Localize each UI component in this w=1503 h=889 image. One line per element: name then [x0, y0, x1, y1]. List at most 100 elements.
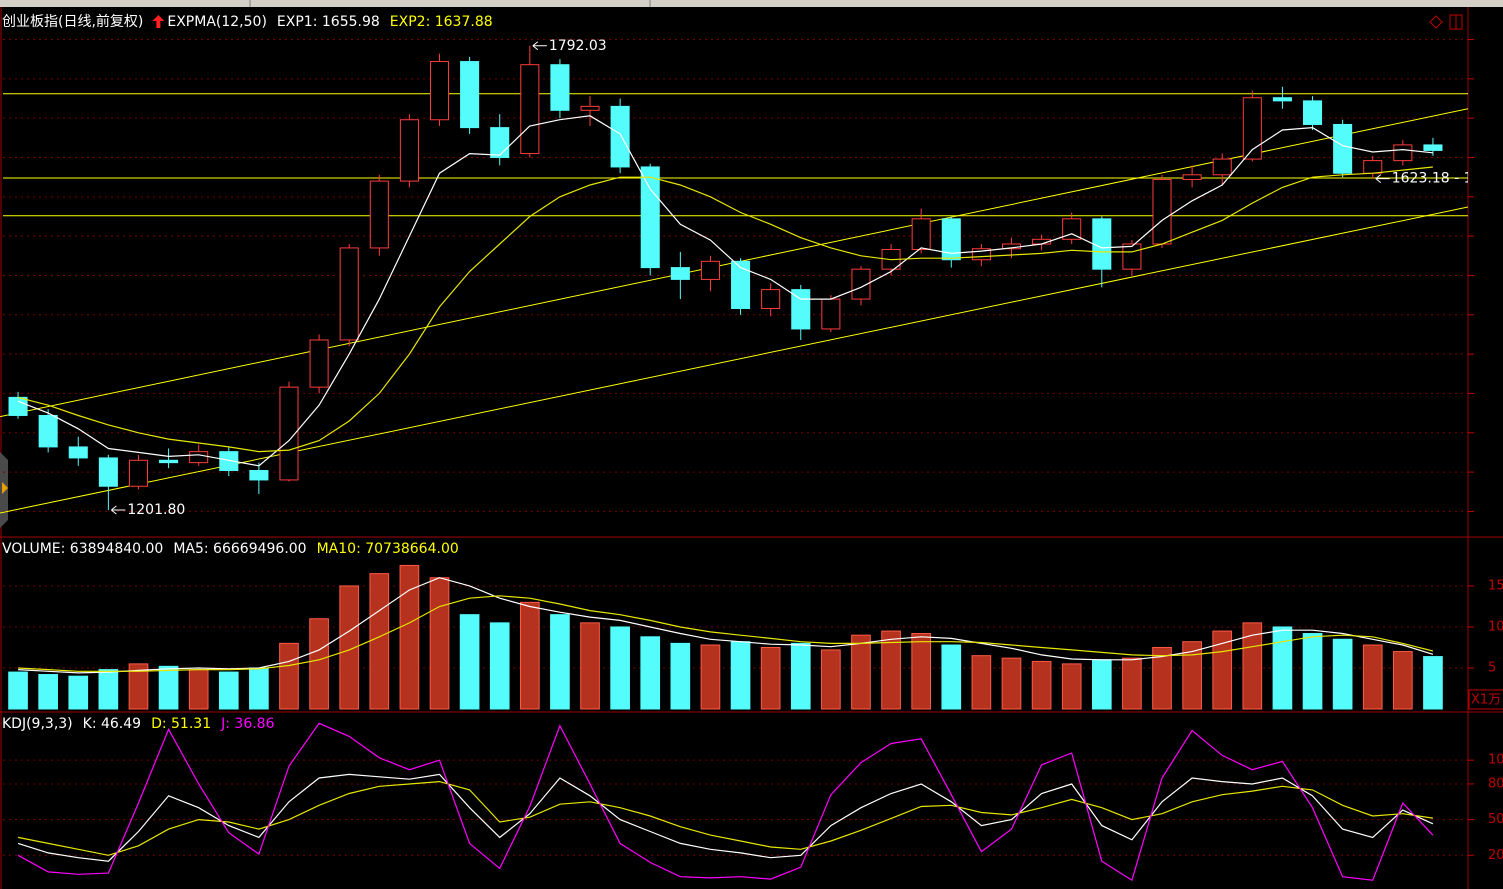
candle-body [490, 127, 510, 158]
annotation-arrow [532, 41, 547, 51]
panel-title: 创业板指(日线,前复权) [2, 13, 143, 30]
panel-title: KDJ(9,3,3) [2, 716, 73, 732]
readout: MA10: 70738664.00 [317, 541, 459, 557]
candle-body [189, 451, 209, 464]
candle-body [339, 247, 359, 341]
volume-bar [399, 564, 420, 710]
volume-bar [489, 622, 510, 710]
volume-bar [1332, 638, 1353, 710]
y-tick-label: 100 [1488, 753, 1503, 768]
candle-body [911, 218, 931, 251]
candle-body [1152, 179, 1172, 245]
annotation-label: 1623.18 - 1 [1392, 171, 1473, 187]
unit-box [1468, 689, 1503, 710]
indicator-name: EXPMA(12,50) [167, 14, 267, 30]
volume-bar [941, 644, 962, 710]
volume-bar [1212, 630, 1233, 710]
volume-bar [881, 630, 901, 710]
candle-body [851, 268, 871, 300]
candle-body [1423, 144, 1443, 151]
unit-label: X1万 [1471, 693, 1501, 708]
candle-body [309, 339, 329, 388]
volume-bar [790, 642, 811, 710]
readout: D: 51.31 [151, 716, 211, 732]
volume-bar [1272, 626, 1293, 710]
candle-body [580, 105, 600, 111]
volume-bar [911, 633, 932, 710]
candle-body [731, 260, 751, 309]
candle-body [520, 64, 540, 155]
series-line [17, 780, 1433, 856]
candle-body [1272, 97, 1292, 102]
candle-body [761, 289, 781, 309]
candle-body [68, 446, 88, 459]
text-layer: 5 10 15 20 50 80 100 创业板指(日线,前复权) EXPMA(12,50) EX… [2, 13, 1503, 863]
volume-bar [1091, 659, 1112, 710]
series-line [18, 595, 1434, 672]
candle-body [8, 396, 28, 416]
y-tick-label: 5 [1488, 660, 1496, 675]
volume-bar [1393, 651, 1413, 710]
volume-bar [851, 634, 871, 710]
candle-body [1333, 123, 1353, 174]
candle-body [429, 61, 450, 121]
candle-body [249, 470, 269, 481]
candle-body [610, 105, 630, 168]
volume-bar [218, 671, 239, 710]
volume-bar [760, 646, 781, 710]
candle-body [941, 218, 961, 261]
series-line [17, 722, 1434, 882]
volume-bar [188, 669, 209, 710]
candle-body [670, 267, 690, 280]
candle-body [219, 451, 239, 472]
candle-body [700, 260, 720, 280]
annotation-label: 1792.03 [549, 38, 607, 54]
y-tick-label: 80 [1488, 776, 1503, 791]
candle-body [1122, 243, 1142, 270]
volume-bar [1061, 663, 1082, 710]
candle-body [460, 61, 480, 129]
volume-bar [1031, 660, 1052, 710]
volume-bar [1122, 657, 1142, 710]
candle-body [821, 298, 841, 330]
series-line [17, 166, 1433, 453]
annotations-layer: 1792.03 1201.80 1623.18 - 1 [111, 38, 1473, 518]
candle-body [640, 166, 660, 269]
volume-bar [1001, 657, 1022, 710]
annotation-label: 1201.80 [127, 502, 185, 518]
volume-bar [821, 649, 841, 710]
readout: EXP2: 1637.88 [390, 14, 493, 30]
candle-body [1182, 174, 1202, 181]
toolbar-icon[interactable] [1429, 15, 1443, 29]
top-bar [0, 0, 1503, 7]
candle-body [1393, 144, 1413, 162]
y-tick-label: 10 [1488, 619, 1503, 634]
volume-bar [8, 671, 28, 710]
volume-bar [580, 622, 600, 710]
readout: J: 36.86 [220, 716, 274, 732]
lines-layer [17, 115, 1434, 882]
volume-bar [670, 642, 691, 710]
candle-body [128, 459, 148, 487]
candle-body [1363, 160, 1383, 174]
candle-body [1092, 218, 1112, 270]
candle-body [159, 459, 179, 464]
candle-body [1303, 100, 1323, 125]
series-line [18, 577, 1434, 674]
series-line [17, 115, 1433, 467]
candle-body [1062, 218, 1082, 240]
volume-bar [610, 626, 630, 710]
volume-bar [1152, 646, 1172, 710]
readout: EXP1: 1655.98 [277, 14, 380, 30]
volume-bar [128, 663, 149, 710]
volume-bar [1302, 633, 1323, 710]
candle-body [971, 248, 991, 261]
volume-bar [519, 601, 540, 710]
y-tick-label: 50 [1488, 812, 1503, 827]
volume-bar [158, 665, 179, 710]
volume-bar [459, 614, 480, 710]
indicator-icon [152, 15, 165, 28]
trend-line [0, 206, 1468, 514]
